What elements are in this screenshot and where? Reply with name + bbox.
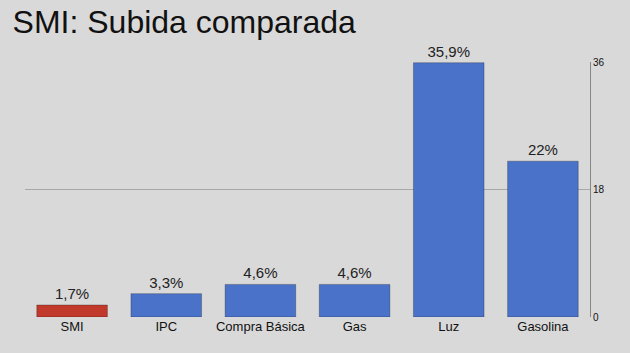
svg-text:36: 36 [593, 57, 605, 68]
svg-text:IPC: IPC [155, 319, 177, 334]
svg-text:1,7%: 1,7% [55, 285, 89, 302]
svg-text:22%: 22% [528, 141, 558, 158]
svg-text:3,3%: 3,3% [149, 274, 183, 291]
svg-text:Gas: Gas [343, 319, 367, 334]
svg-text:18: 18 [593, 184, 605, 195]
svg-text:SMI: Subida comparada: SMI: Subida comparada [13, 4, 357, 40]
svg-text:4,6%: 4,6% [337, 264, 371, 281]
svg-text:Compra Básica: Compra Básica [216, 319, 306, 334]
svg-text:Gasolina: Gasolina [517, 319, 569, 334]
svg-text:4,6%: 4,6% [243, 264, 277, 281]
svg-text:SMI: SMI [61, 319, 84, 334]
svg-text:Luz: Luz [438, 319, 459, 334]
svg-text:0: 0 [593, 312, 599, 323]
svg-text:35,9%: 35,9% [427, 43, 470, 60]
